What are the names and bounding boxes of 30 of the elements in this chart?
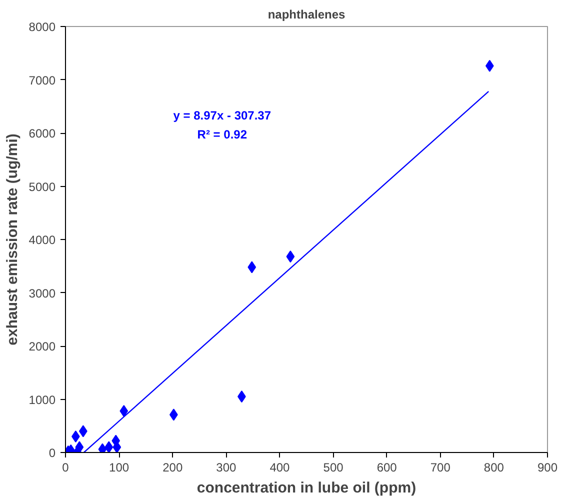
point [75,441,84,452]
y-tick-label: 7000 [28,73,56,88]
x-tick-label: 600 [376,460,398,474]
annotation: R² = 0.92 [197,128,248,142]
y-tick-label: 8000 [28,20,56,34]
x-tick-label: 200 [162,460,183,474]
y-tick-label: 3000 [28,286,56,300]
x-tick-label: 300 [216,460,237,474]
y-tick-label: 1000 [28,392,56,407]
x-tick-label: 400 [270,460,290,474]
point [286,250,295,263]
x-tick-label: 800 [484,460,504,474]
x-tick-label: 100 [109,460,130,474]
y-tick-label: 0 [48,446,56,460]
x-tick-label: 700 [430,460,451,474]
y-tick-label: 2000 [28,340,56,354]
point [104,441,114,452]
point [120,404,128,417]
y-tick-label: 4000 [28,233,56,247]
x-tick-label: 500 [323,460,344,474]
y-tick-label: 5000 [28,180,56,194]
x-tick-label: 900 [537,460,558,474]
y-tick-label: 6000 [28,126,56,140]
point [248,261,256,274]
x-tick-label: 0 [62,460,70,474]
annotation: y = 8.97x - 307.37 [173,108,272,122]
y-axis-title: exhaust emission rate (ug/mi) [4,134,21,346]
point [485,60,494,72]
chart-title: naphthalenes [268,8,346,22]
x-axis-title: concentration in lube oil (ppm) [196,480,416,496]
